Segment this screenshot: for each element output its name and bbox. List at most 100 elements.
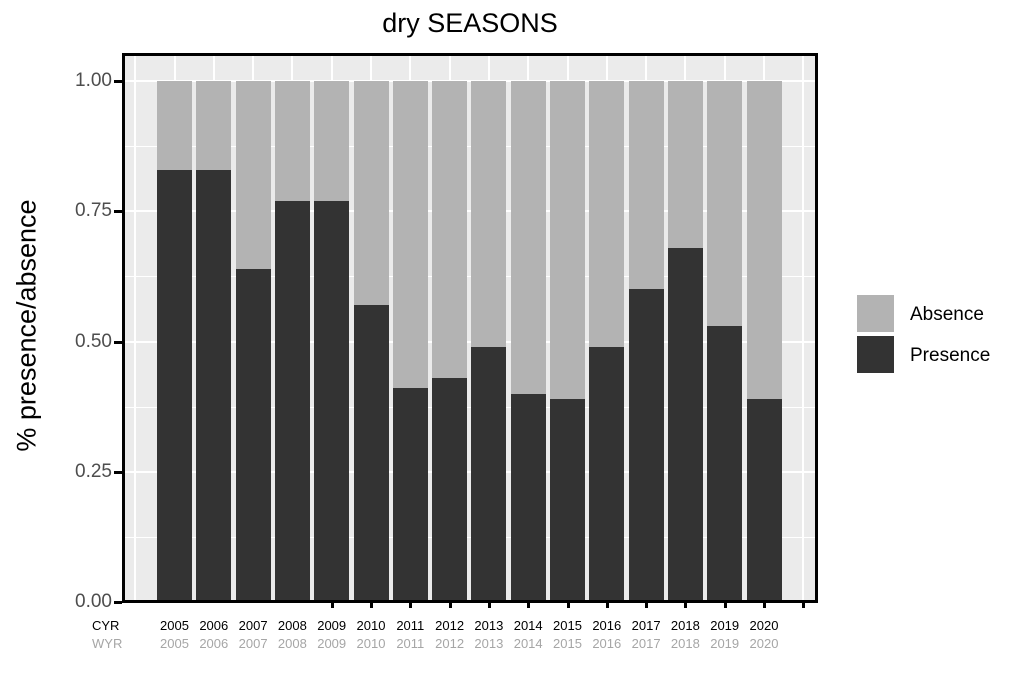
grid-line-minor-h [125,146,815,148]
bar-2012 [432,81,468,602]
grid-line-major-h [125,210,815,213]
grid-line-major-v [134,56,137,602]
bar-2009 [314,81,350,602]
x-label-wyr: 2011 [396,636,425,651]
bar-2008 [274,81,310,602]
bar-segment-absence [353,81,389,306]
bar-segment-presence [432,377,468,602]
x-tick-mark [723,603,727,608]
bar-segment-presence [550,398,585,602]
x-label-cyr: 2018 [670,618,700,633]
x-tick-mark [605,603,609,608]
x-label-wyr: 2016 [592,636,622,651]
x-row-label-cyr: CYR [92,618,120,633]
y-tick-label: 0.50 [75,330,112,352]
bar-2019 [707,81,743,602]
x-label-cyr: 2014 [513,618,543,633]
bar-segment-absence [196,81,232,170]
bar-2010 [353,81,389,602]
grid-line-major-h [125,340,815,343]
x-label-cyr: 2019 [710,618,740,633]
bar-2016 [589,81,625,602]
grid-line-minor-h [125,536,815,538]
bar-segment-presence [274,200,310,602]
y-tick-label: 0.00 [75,591,112,612]
x-row-label-wyr: WYR [92,636,123,651]
grid-line-major-v [802,56,805,602]
x-tick-mark [409,603,413,608]
x-tick-mark [370,603,373,608]
bar-2005 [157,81,192,602]
x-label-cyr: 2010 [356,618,386,633]
bar-segment-presence [314,200,350,602]
x-axis-line [122,600,818,603]
x-label-wyr: 2007 [238,636,268,651]
x-label-wyr: 2013 [474,636,504,651]
x-label-wyr: 2009 [317,636,347,651]
x-tick-mark [330,603,334,608]
bar-segment-presence [746,398,782,602]
bar-segment-absence [392,81,428,389]
y-tick-mark [114,601,122,604]
x-label-wyr: 2018 [670,636,700,651]
bar-2018 [667,81,703,602]
x-label-wyr: 2017 [631,636,661,651]
x-tick-mark [763,603,766,608]
x-label-cyr: 2011 [396,618,425,633]
bar-segment-absence [314,81,350,201]
grid-line-minor-h [125,406,815,408]
grid-line-major-h [125,80,815,82]
bar-2013 [471,81,507,602]
bar-segment-presence [510,393,546,602]
bar-segment-absence [628,81,664,290]
x-label-cyr: 2016 [592,618,622,633]
bar-segment-presence [157,169,192,602]
x-label-wyr: 2015 [553,636,582,651]
bar-segment-presence [353,305,389,602]
y-tick-mark [114,210,122,214]
x-label-cyr: 2020 [749,618,779,633]
legend-key-presence [857,336,894,373]
x-label-wyr: 2020 [749,636,779,651]
chart-title: dry SEASONS [382,8,558,38]
y-tick-mark [114,80,122,83]
bar-2007 [235,81,271,602]
x-tick-mark [645,603,649,608]
y-tick-label: 1.00 [75,70,112,91]
x-label-wyr: 2012 [435,636,465,651]
bar-segment-presence [707,325,743,602]
x-label-wyr: 2019 [710,636,740,651]
x-label-cyr: 2009 [317,618,347,633]
x-label-cyr: 2005 [160,618,189,633]
bar-segment-absence [746,81,782,399]
y-tick-label: 0.75 [75,200,112,222]
x-label-cyr: 2012 [435,618,465,633]
bar-segment-absence [667,81,703,248]
x-label-wyr: 2014 [513,636,543,651]
bar-segment-absence [432,81,468,378]
x-label-cyr: 2008 [277,618,307,633]
legend-key-absence [857,295,894,332]
bar-segment-presence [667,247,703,602]
x-label-cyr: 2015 [553,618,582,633]
y-tick-mark [114,340,122,344]
bar-segment-presence [235,268,271,602]
x-tick-mark [684,603,688,608]
bar-segment-presence [392,388,428,602]
y-axis-line [122,53,125,603]
grid-line-minor-h [125,276,815,278]
x-tick-mark [566,603,570,608]
legend-label-presence: Presence [910,345,991,366]
x-label-cyr: 2006 [199,618,229,633]
x-label-wyr: 2005 [160,636,189,651]
bar-segment-absence [707,81,743,326]
bar-segment-absence [510,81,546,394]
x-tick-mark [527,603,531,608]
x-label-cyr: 2007 [238,618,268,633]
y-axis-label: % presence/absence [11,199,42,452]
bar-2006 [196,81,232,602]
bar-2011 [392,81,428,602]
x-label-wyr: 2006 [199,636,229,651]
bar-segment-absence [589,81,625,347]
bar-segment-presence [196,169,232,602]
